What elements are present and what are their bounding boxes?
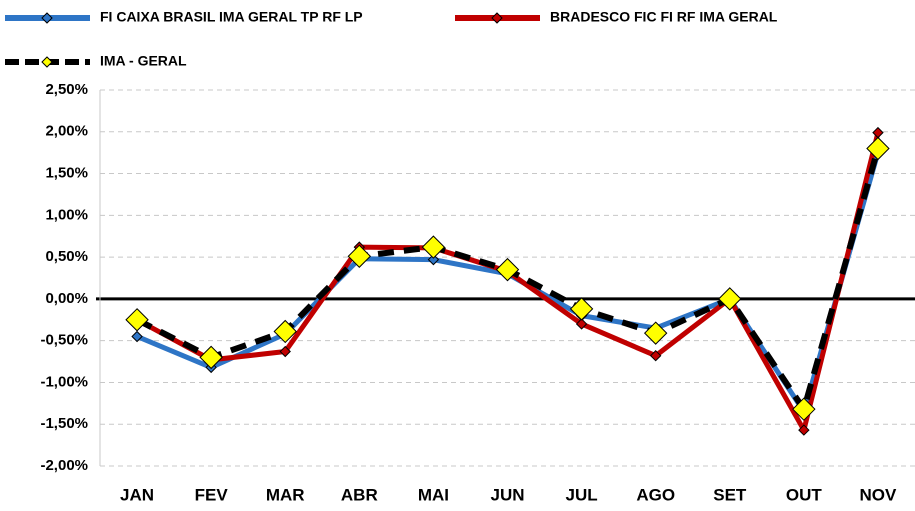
series-marker — [427, 253, 440, 266]
x-tick-label: FEV — [195, 485, 229, 504]
series-marker — [347, 244, 372, 268]
x-tick-label: NOV — [860, 485, 898, 504]
series-marker — [866, 136, 890, 161]
legend-marker — [41, 56, 53, 68]
series-marker — [131, 330, 143, 343]
series-line — [136, 151, 881, 415]
x-tick-label: MAR — [266, 485, 305, 504]
legend-marker — [41, 12, 53, 24]
x-tick-label: SET — [713, 485, 747, 504]
series-marker — [798, 424, 810, 436]
series-marker — [569, 297, 594, 321]
y-tick-label: 2,50% — [45, 81, 88, 98]
series-marker — [643, 321, 668, 345]
series-marker — [495, 257, 520, 282]
y-tick-label: -1,50% — [40, 415, 88, 432]
series-marker — [718, 287, 742, 311]
y-tick-label: -0,50% — [40, 332, 88, 349]
series-marker — [872, 126, 884, 139]
y-tick-label: 2,00% — [45, 123, 88, 140]
legend-marker — [491, 12, 503, 24]
y-tick-label: 1,00% — [45, 206, 88, 223]
x-tick-label: JAN — [120, 485, 154, 504]
series-marker — [273, 319, 297, 344]
series-marker — [279, 345, 291, 358]
y-tick-label: 1,50% — [45, 165, 88, 182]
series-marker — [649, 349, 662, 362]
y-tick-label: -1,00% — [40, 373, 88, 390]
series-marker — [125, 308, 149, 332]
legend-label: FI CAIXA BRASIL IMA GERAL TP RF LP — [100, 9, 363, 25]
y-tick-label: 0,00% — [45, 290, 88, 307]
x-tick-label: ABR — [341, 485, 378, 504]
series-marker — [575, 318, 588, 330]
x-tick-label: JUN — [490, 485, 524, 504]
series-marker — [421, 235, 446, 259]
series-marker — [199, 345, 223, 370]
x-tick-label: MAI — [418, 485, 449, 504]
y-tick-label: 0,50% — [45, 248, 88, 265]
x-tick-label: OUT — [786, 485, 823, 504]
legend-label: IMA - GERAL — [100, 53, 187, 69]
x-tick-label: AGO — [636, 485, 675, 504]
series-marker — [792, 397, 816, 421]
legend-label: BRADESCO FIC FI RF IMA GERAL — [550, 9, 778, 25]
x-tick-label: JUL — [566, 485, 598, 504]
y-tick-label: -2,00% — [40, 457, 88, 474]
